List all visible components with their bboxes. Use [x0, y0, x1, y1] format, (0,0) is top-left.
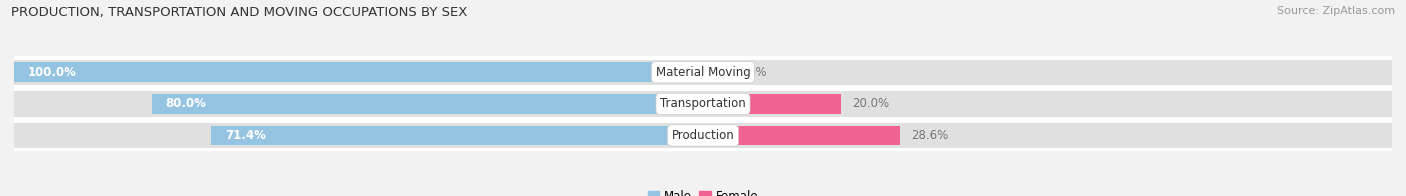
- Bar: [14, 63, 703, 82]
- Text: 0.0%: 0.0%: [738, 66, 768, 79]
- Text: 28.6%: 28.6%: [911, 129, 948, 142]
- Legend: Male, Female: Male, Female: [643, 185, 763, 196]
- Bar: [703, 94, 841, 114]
- Bar: [703, 126, 900, 145]
- Bar: [14, 123, 1392, 148]
- Text: 100.0%: 100.0%: [28, 66, 77, 79]
- Text: PRODUCTION, TRANSPORTATION AND MOVING OCCUPATIONS BY SEX: PRODUCTION, TRANSPORTATION AND MOVING OC…: [11, 6, 468, 19]
- Text: Material Moving: Material Moving: [655, 66, 751, 79]
- Bar: [211, 126, 703, 145]
- Bar: [14, 88, 1392, 120]
- Bar: [14, 91, 1392, 117]
- Text: Production: Production: [672, 129, 734, 142]
- Bar: [14, 56, 1392, 88]
- Text: 71.4%: 71.4%: [225, 129, 266, 142]
- Text: 80.0%: 80.0%: [166, 97, 207, 110]
- Bar: [152, 94, 703, 114]
- Bar: [14, 120, 1392, 151]
- Bar: [14, 60, 1392, 85]
- Bar: [703, 63, 724, 82]
- Text: 20.0%: 20.0%: [852, 97, 889, 110]
- Text: Source: ZipAtlas.com: Source: ZipAtlas.com: [1277, 6, 1395, 16]
- Text: Transportation: Transportation: [661, 97, 745, 110]
